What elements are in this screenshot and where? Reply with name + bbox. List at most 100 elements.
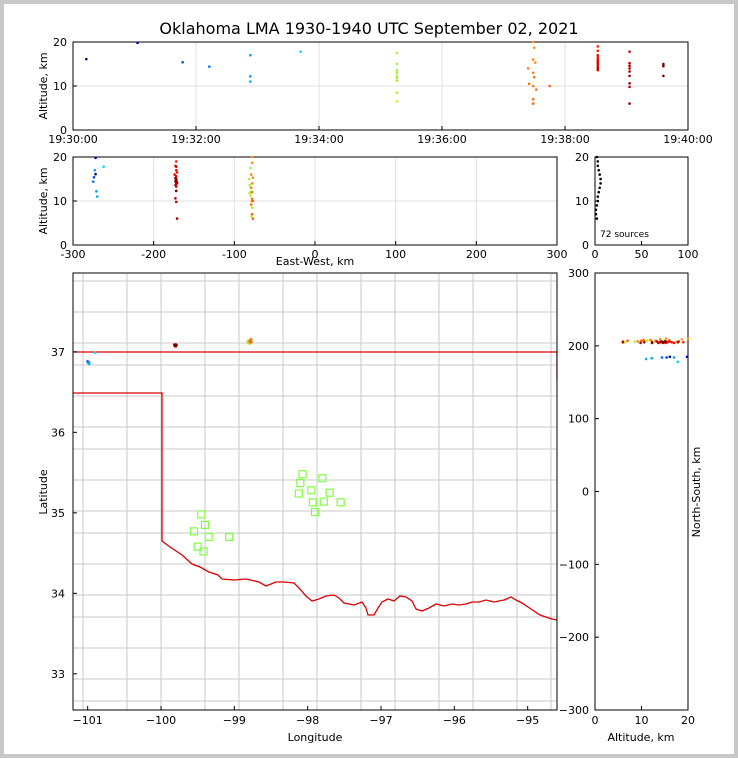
source-point bbox=[531, 97, 535, 101]
histogram-point bbox=[594, 212, 598, 216]
source-point bbox=[175, 182, 179, 185]
alt-tick-label: 0 bbox=[592, 714, 599, 727]
figure-canvas: Oklahoma LMA 1930-1940 UTC September 02,… bbox=[37, 19, 713, 744]
lat-tick-label: 34 bbox=[51, 587, 65, 600]
source-point bbox=[395, 51, 399, 55]
source-point bbox=[650, 341, 654, 345]
ew-height-grid bbox=[73, 157, 557, 245]
source-point bbox=[672, 356, 676, 359]
source-point bbox=[662, 74, 665, 78]
source-point bbox=[532, 46, 536, 50]
source-point bbox=[676, 360, 680, 364]
time-tick-label: 19:36:00 bbox=[417, 133, 466, 146]
time-tick-label: 19:32:00 bbox=[171, 133, 220, 146]
source-point bbox=[660, 356, 664, 359]
source-point bbox=[531, 71, 535, 75]
histogram-point bbox=[594, 208, 598, 212]
source-point bbox=[663, 340, 667, 343]
source-point bbox=[636, 340, 640, 343]
figure-frame: Oklahoma LMA 1930-1940 UTC September 02,… bbox=[4, 4, 734, 754]
plan-view-xlabel: Longitude bbox=[288, 731, 343, 744]
ns-tick-label: 0 bbox=[582, 486, 589, 499]
source-point bbox=[596, 45, 600, 48]
source-point bbox=[249, 215, 253, 218]
lon-tick-label: −99 bbox=[223, 714, 246, 727]
ew-tick-label: 0 bbox=[312, 248, 319, 261]
alt-tick-label: 0 bbox=[582, 239, 589, 252]
source-point bbox=[633, 340, 636, 343]
source-point bbox=[668, 355, 672, 359]
ew-height-panel: -300 -200 -100 0 100 200 300 0 10 20 Altitude, k… bbox=[37, 151, 568, 268]
histogram-point bbox=[595, 155, 599, 159]
ns-height-xlabel: Altitude, km bbox=[607, 731, 674, 744]
kansas-state-border bbox=[73, 351, 557, 380]
station-marker bbox=[204, 532, 213, 542]
source-point bbox=[628, 67, 631, 70]
source-point bbox=[596, 49, 600, 53]
ns-tick-label: −100 bbox=[559, 558, 589, 571]
lon-tick-label: −95 bbox=[516, 714, 539, 727]
ns-height-panel: 0 10 20 −300 −200 −100 0 100 200 300 Altitude, k… bbox=[559, 267, 703, 744]
ew-height-yticks: 0 10 20 bbox=[53, 151, 77, 252]
source-point bbox=[395, 76, 399, 80]
source-point bbox=[676, 340, 680, 344]
source-point bbox=[174, 177, 178, 181]
lat-tick-label: 35 bbox=[51, 507, 65, 520]
time-tick-label: 19:34:00 bbox=[294, 133, 343, 146]
histogram-point bbox=[597, 190, 601, 194]
source-point bbox=[208, 65, 211, 68]
source-point bbox=[250, 155, 254, 159]
source-point bbox=[249, 340, 252, 343]
source-point bbox=[531, 58, 535, 61]
alt-tick-label: 10 bbox=[575, 195, 589, 208]
source-point bbox=[642, 338, 646, 342]
source-point bbox=[662, 64, 665, 68]
source-point bbox=[680, 337, 684, 341]
source-point bbox=[596, 68, 600, 72]
histogram-xticks: 0 50 100 bbox=[592, 241, 699, 261]
source-point bbox=[94, 156, 97, 160]
alt-tick-label: 10 bbox=[53, 195, 67, 208]
histogram-points bbox=[594, 155, 602, 220]
station-marker bbox=[200, 520, 210, 529]
plan-view-panel: −101 −100 −99 −98 −97 −96 −95 33 34 35 36 37 Longi… bbox=[37, 272, 558, 744]
source-point bbox=[628, 61, 631, 65]
station-marker bbox=[336, 498, 345, 507]
time-height-xticks: 19:30:00 19:32:00 19:34:00 19:36:00 19:38:00… bbox=[48, 126, 713, 146]
lon-tick-label: −97 bbox=[369, 714, 392, 727]
ew-tick-label: 100 bbox=[385, 248, 406, 261]
source-point bbox=[533, 61, 537, 64]
source-point bbox=[395, 100, 399, 103]
source-point bbox=[95, 195, 99, 198]
source-point bbox=[650, 356, 654, 360]
source-point bbox=[136, 41, 139, 45]
source-point bbox=[628, 82, 631, 85]
source-point bbox=[649, 338, 653, 342]
source-point bbox=[655, 340, 659, 343]
source-point bbox=[249, 53, 252, 57]
lon-tick-label: −98 bbox=[296, 714, 319, 727]
lon-tick-label: −96 bbox=[443, 714, 466, 727]
lon-tick-label: −101 bbox=[73, 714, 103, 727]
histogram-point bbox=[595, 204, 599, 207]
ew-height-xticks: -300 -200 -100 0 100 200 300 bbox=[61, 241, 568, 261]
histogram-point bbox=[597, 168, 601, 172]
ns-tick-label: 100 bbox=[568, 413, 589, 426]
ew-tick-label: -300 bbox=[61, 248, 86, 261]
source-point bbox=[91, 180, 95, 183]
ns-height-axes bbox=[594, 272, 689, 711]
source-point bbox=[532, 75, 536, 79]
source-point bbox=[174, 197, 177, 200]
count-tick-label: 100 bbox=[678, 248, 699, 261]
source-point bbox=[249, 194, 252, 198]
ew-height-xlabel: East-West, km bbox=[276, 255, 354, 268]
plan-view-axes bbox=[72, 272, 558, 711]
source-point bbox=[174, 200, 178, 204]
station-marker bbox=[298, 470, 307, 479]
station-marker bbox=[197, 510, 206, 519]
count-tick-label: 50 bbox=[635, 248, 649, 261]
histogram-point bbox=[595, 217, 599, 220]
source-point bbox=[535, 88, 538, 91]
station-marker bbox=[319, 497, 328, 506]
source-point bbox=[174, 160, 178, 163]
